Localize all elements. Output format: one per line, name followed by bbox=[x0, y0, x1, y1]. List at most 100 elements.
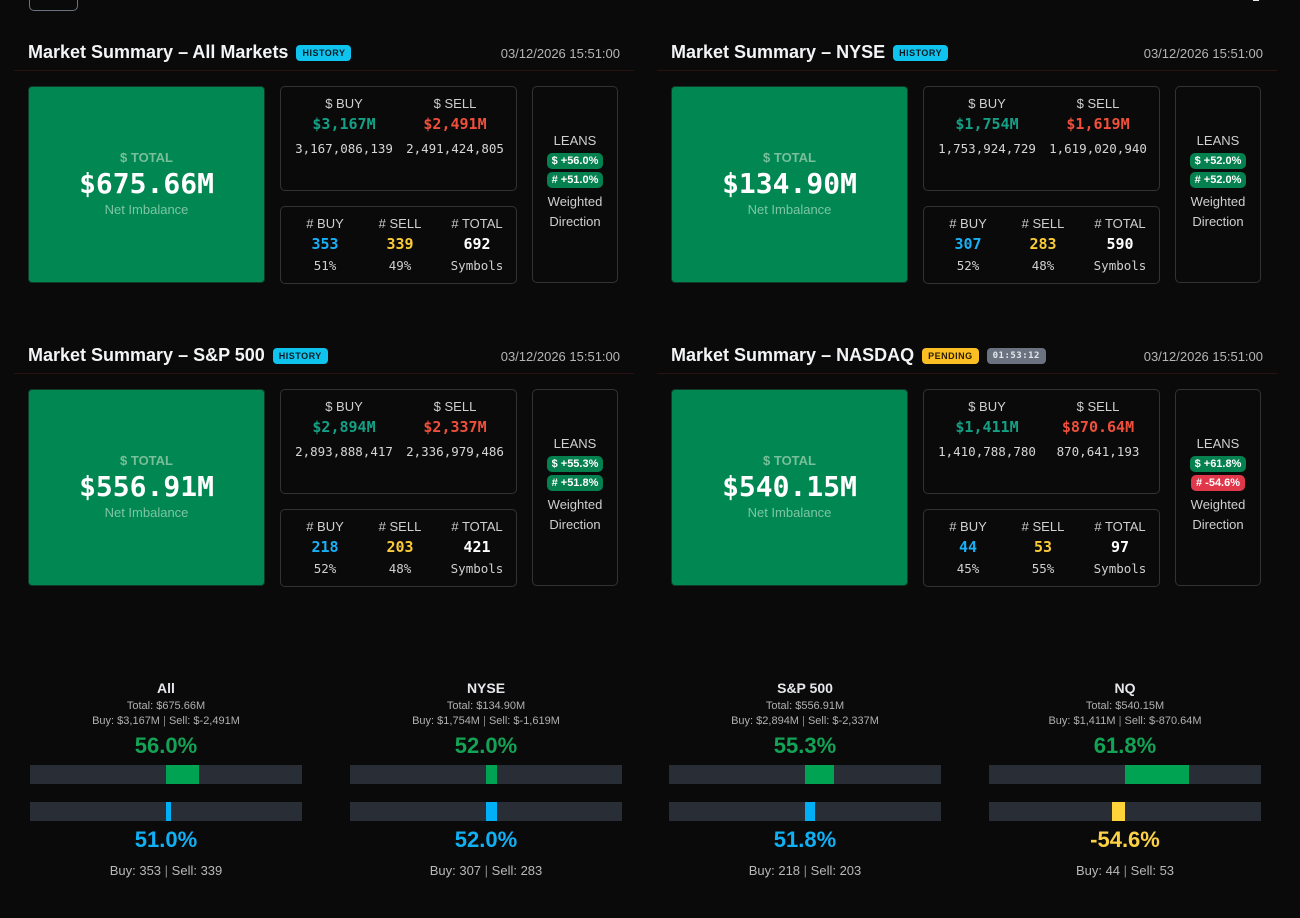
gauge-sell-count: Sell: 53 bbox=[1130, 863, 1175, 878]
leans-card: LEANS $ +61.8% # -54.6% Weighted Directi… bbox=[1175, 389, 1261, 586]
sell-count-pct: 49% bbox=[388, 258, 412, 273]
sell-dollar-head: $ SELL bbox=[1076, 96, 1120, 111]
lean-count-pill: # +51.8% bbox=[546, 475, 604, 491]
total-label: $ TOTAL bbox=[763, 453, 816, 468]
status-badge: PENDING bbox=[922, 347, 979, 364]
sell-dollar-value: $2,491M bbox=[423, 115, 487, 133]
count-lean-bar bbox=[30, 802, 302, 821]
sell-dollar-raw: 2,491,424,805 bbox=[406, 141, 504, 156]
leans-sub-1: Weighted bbox=[1190, 497, 1246, 512]
count-lean-pct: 51.8% bbox=[773, 827, 837, 852]
gauge-buy-dollar: Buy: $1,411M bbox=[1048, 715, 1116, 727]
gauge-sell-dollar: Sell: $-2,491M bbox=[168, 715, 240, 727]
buy-count-head: # BUY bbox=[306, 216, 344, 231]
gauge-sell-dollar: Sell: $-1,619M bbox=[488, 715, 560, 727]
chevron-down-icon[interactable] bbox=[1253, 0, 1259, 1]
lean-count-pill: # +51.0% bbox=[546, 172, 604, 188]
panel-title: Market Summary – S&P 500 bbox=[28, 345, 265, 365]
buy-dollar-raw: 3,167,086,139 bbox=[295, 141, 393, 156]
lean-dollar-pill: $ +52.0% bbox=[1189, 153, 1247, 169]
panel-title: Market Summary – NASDAQ bbox=[671, 345, 915, 365]
net-imbalance-card: $ TOTAL $134.90M Net Imbalance bbox=[671, 86, 908, 283]
leans-title: LEANS bbox=[1196, 436, 1240, 451]
total-count-value: 421 bbox=[463, 538, 491, 556]
imbalance-gauge: All Total: $675.66M Buy: $3,167M | Sell:… bbox=[30, 680, 302, 878]
sell-dollar-raw: 1,619,020,940 bbox=[1049, 141, 1147, 156]
buy-dollar-head: $ BUY bbox=[325, 399, 363, 414]
net-imbalance-card: $ TOTAL $540.15M Net Imbalance bbox=[671, 389, 908, 586]
buy-dollar-value: $2,894M bbox=[312, 418, 376, 436]
panel-header: Market Summary – All Markets HISTORY 03/… bbox=[14, 33, 634, 71]
dollar-flow-card: $ BUY $1,411M 1,410,788,780 $ SELL $870.… bbox=[923, 389, 1160, 494]
total-count-sub: Symbols bbox=[450, 561, 504, 576]
gauge-buy-count: Buy: 218 bbox=[748, 863, 801, 878]
sell-count-pct: 55% bbox=[1031, 561, 1055, 576]
imbalance-gauge: NQ Total: $540.15M Buy: $1,411M | Sell: … bbox=[989, 680, 1261, 878]
gauge-sell-dollar: Sell: $-2,337M bbox=[807, 715, 879, 727]
sell-dollar-raw: 2,336,979,486 bbox=[406, 444, 504, 459]
leans-title: LEANS bbox=[1196, 133, 1240, 148]
net-imbalance-card: $ TOTAL $675.66M Net Imbalance bbox=[28, 86, 265, 283]
market-summary-panel: Market Summary – NYSE HISTORY 03/12/2026… bbox=[657, 33, 1277, 284]
sell-count-head: # SELL bbox=[1021, 216, 1065, 231]
leans-sub-1: Weighted bbox=[547, 497, 603, 512]
total-count-head: # TOTAL bbox=[1094, 519, 1146, 534]
leans-card: LEANS $ +56.0% # +51.0% Weighted Directi… bbox=[532, 86, 618, 283]
status-badge: HISTORY bbox=[893, 44, 949, 61]
count-lean-fill bbox=[486, 802, 497, 821]
leans-title: LEANS bbox=[553, 133, 597, 148]
panel-title: Market Summary – NYSE bbox=[671, 42, 886, 62]
menu-button[interactable] bbox=[29, 0, 78, 11]
lean-dollar-pill: $ +56.0% bbox=[546, 153, 604, 169]
buy-dollar-raw: 2,893,888,417 bbox=[295, 444, 393, 459]
dollar-lean-fill bbox=[486, 765, 497, 784]
buy-dollar-head: $ BUY bbox=[968, 399, 1006, 414]
sell-count-head: # SELL bbox=[378, 216, 422, 231]
gauge-total: Total: $540.15M bbox=[1085, 700, 1165, 712]
sell-dollar-value: $1,619M bbox=[1066, 115, 1130, 133]
count-lean-pct: -54.6% bbox=[1090, 827, 1160, 852]
buy-dollar-head: $ BUY bbox=[968, 96, 1006, 111]
sell-count-pct: 48% bbox=[388, 561, 412, 576]
panel-timestamp: 03/12/2026 15:51:00 bbox=[500, 349, 620, 364]
gauge-buy-dollar: Buy: $1,754M bbox=[412, 715, 480, 727]
lean-dollar-pill: $ +55.3% bbox=[546, 456, 604, 472]
dollar-lean-fill bbox=[1125, 765, 1190, 784]
sell-dollar-head: $ SELL bbox=[433, 96, 477, 111]
dollar-flow-card: $ BUY $2,894M 2,893,888,417 $ SELL $2,33… bbox=[280, 389, 517, 494]
dollar-lean-fill bbox=[805, 765, 834, 784]
symbol-count-card: # BUY 307 52% # SELL 283 48% # TOTAL 590… bbox=[923, 206, 1160, 284]
buy-count-pct: 52% bbox=[956, 258, 980, 273]
panel-header: Market Summary – S&P 500 HISTORY 03/12/2… bbox=[14, 336, 634, 374]
sell-count-head: # SELL bbox=[378, 519, 422, 534]
buy-count-value: 218 bbox=[311, 538, 339, 556]
market-summary-panel: Market Summary – S&P 500 HISTORY 03/12/2… bbox=[14, 336, 634, 587]
leans-title: LEANS bbox=[553, 436, 597, 451]
gauge-buy-count: Buy: 44 bbox=[1075, 863, 1121, 878]
leans-sub-1: Weighted bbox=[1190, 194, 1246, 209]
dollar-lean-bar bbox=[30, 765, 302, 784]
total-value: $540.15M bbox=[722, 470, 857, 503]
panel-timestamp: 03/12/2026 15:51:00 bbox=[1143, 46, 1263, 61]
gauge-sell-count: Sell: 283 bbox=[491, 863, 543, 878]
leans-card: LEANS $ +55.3% # +51.8% Weighted Directi… bbox=[532, 389, 618, 586]
total-count-head: # TOTAL bbox=[1094, 216, 1146, 231]
total-value: $675.66M bbox=[79, 167, 214, 200]
sell-dollar-head: $ SELL bbox=[433, 399, 477, 414]
buy-count-pct: 52% bbox=[313, 561, 337, 576]
total-count-head: # TOTAL bbox=[451, 519, 503, 534]
countdown-badge: 01:53:12 bbox=[986, 347, 1046, 364]
dollar-lean-bar bbox=[350, 765, 622, 784]
buy-count-pct: 45% bbox=[956, 561, 980, 576]
panel-title: Market Summary – All Markets bbox=[28, 42, 289, 62]
sell-count-value: 283 bbox=[1029, 235, 1057, 253]
total-count-sub: Symbols bbox=[1093, 258, 1147, 273]
buy-dollar-value: $1,754M bbox=[955, 115, 1019, 133]
buy-dollar-raw: 1,410,788,780 bbox=[938, 444, 1036, 459]
sell-count-value: 53 bbox=[1033, 538, 1053, 556]
symbol-count-card: # BUY 218 52% # SELL 203 48% # TOTAL 421… bbox=[280, 509, 517, 587]
leans-card: LEANS $ +52.0% # +52.0% Weighted Directi… bbox=[1175, 86, 1261, 283]
sell-dollar-head: $ SELL bbox=[1076, 399, 1120, 414]
gauge-buy-count: Buy: 307 bbox=[429, 863, 482, 878]
lean-count-pill: # -54.6% bbox=[1190, 475, 1246, 491]
